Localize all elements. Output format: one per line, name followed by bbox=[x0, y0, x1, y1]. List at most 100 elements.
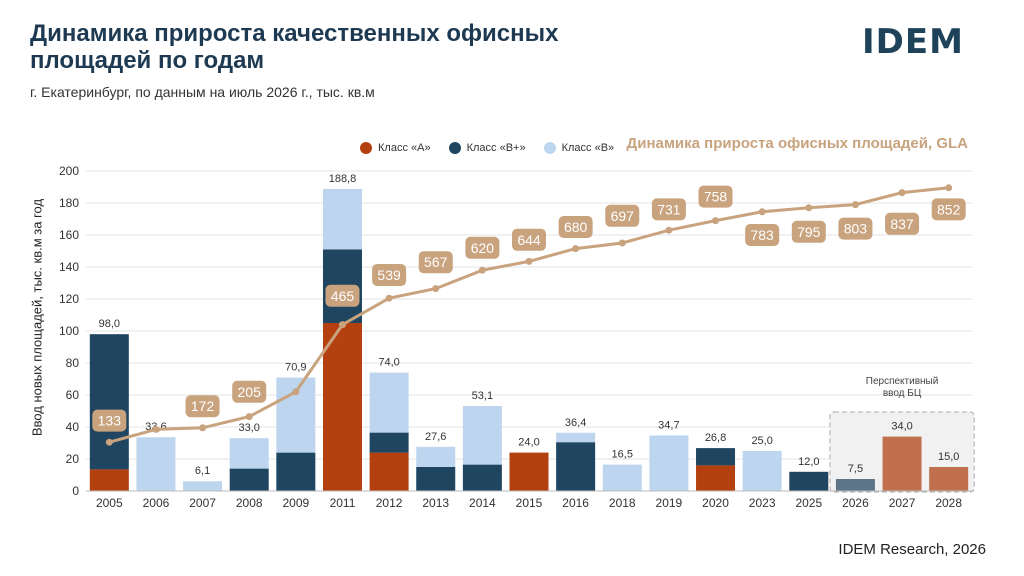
legend-label-class-bplus: Класс «В+» bbox=[466, 142, 526, 154]
x-tick-label: 2012 bbox=[376, 496, 403, 510]
x-tick-label: 2006 bbox=[143, 496, 170, 510]
x-tick-label: 2013 bbox=[422, 496, 449, 510]
gla-label-box bbox=[232, 380, 267, 403]
bar-segment-class-bplus bbox=[229, 468, 269, 491]
gla-label-box bbox=[325, 284, 360, 307]
page-title: Динамика прироста качественных офисных п… bbox=[30, 20, 559, 74]
bar-total-label: 98,0 bbox=[99, 318, 120, 330]
bar-total-label: 7,5 bbox=[848, 463, 863, 475]
bar-segment-class-bplus bbox=[462, 464, 502, 491]
gla-label-box bbox=[418, 251, 453, 274]
gla-point bbox=[432, 285, 440, 293]
x-tick-label: 2025 bbox=[795, 496, 822, 510]
gla-label: 697 bbox=[611, 208, 635, 224]
y-tick-label: 200 bbox=[59, 164, 79, 178]
gla-point bbox=[712, 217, 720, 225]
gla-point bbox=[478, 266, 486, 274]
legend-item-class-bplus: Класс «В+» bbox=[448, 142, 526, 154]
chart-legend: Класс «А» Класс «В+» Класс «В» bbox=[360, 142, 614, 154]
bar-total-label: 36,4 bbox=[565, 417, 586, 429]
gla-point bbox=[945, 184, 953, 192]
bar-segment-class-bplus bbox=[276, 452, 316, 491]
bar-total-label: 53,1 bbox=[472, 390, 493, 402]
bar-total-label: 16,5 bbox=[612, 449, 633, 461]
gla-label-box bbox=[465, 236, 500, 259]
x-tick-label: 2020 bbox=[702, 496, 729, 510]
gla-point bbox=[525, 257, 533, 265]
bar-total-label: 27,6 bbox=[425, 431, 446, 443]
bar-segment-class-bplus bbox=[789, 471, 829, 491]
gla-label: 803 bbox=[844, 221, 868, 237]
x-tick-label: 2008 bbox=[236, 496, 263, 510]
y-tick-label: 40 bbox=[66, 420, 80, 434]
gla-label-box bbox=[698, 185, 733, 208]
x-tick-label: 2019 bbox=[656, 496, 683, 510]
bar-segment-class-b bbox=[229, 438, 269, 469]
y-tick-label: 60 bbox=[66, 388, 80, 402]
page-subtitle: г. Екатеринбург, по данным на июль 2026 … bbox=[30, 84, 375, 100]
y-tick-label: 80 bbox=[66, 356, 80, 370]
y-tick-label: 0 bbox=[72, 484, 79, 498]
legend-label-class-a: Класс «А» bbox=[378, 142, 431, 154]
bar-total-label: 26,8 bbox=[705, 432, 726, 444]
bar-segment-class-bplus bbox=[835, 479, 875, 491]
x-tick-label: 2026 bbox=[842, 496, 869, 510]
y-tick-label: 120 bbox=[59, 292, 79, 306]
bar-segment-class-bplus bbox=[556, 442, 596, 491]
bar-total-label: 33,0 bbox=[238, 422, 259, 434]
bar-total-label: 6,1 bbox=[195, 465, 210, 477]
gla-point bbox=[385, 294, 393, 302]
gla-point bbox=[805, 204, 813, 212]
gla-label-box bbox=[558, 216, 593, 238]
bar-total-label: 24,0 bbox=[518, 437, 539, 449]
bar-total-label: 34,0 bbox=[891, 421, 912, 433]
gla-label-box bbox=[838, 217, 873, 240]
gla-label-box bbox=[651, 198, 686, 221]
gla-label: 620 bbox=[471, 240, 495, 256]
gla-label: 205 bbox=[238, 384, 262, 400]
gla-point bbox=[245, 413, 253, 421]
bar-segment-class-bplus bbox=[89, 334, 129, 470]
bar-total-label: 74,0 bbox=[378, 357, 399, 369]
gla-label: 852 bbox=[937, 201, 961, 217]
bar-segment-class-a bbox=[929, 467, 969, 491]
gla-point bbox=[105, 438, 113, 446]
x-tick-label: 2028 bbox=[935, 496, 962, 510]
gla-label-box bbox=[92, 409, 127, 432]
bar-total-label: 25,0 bbox=[751, 435, 772, 447]
gla-point bbox=[338, 321, 346, 329]
legend-label-class-b: Класс «В» bbox=[561, 142, 615, 154]
x-tick-label: 2014 bbox=[469, 496, 496, 510]
gla-label-box bbox=[185, 395, 220, 418]
x-tick-label: 2016 bbox=[562, 496, 589, 510]
x-tick-label: 2011 bbox=[330, 496, 356, 510]
gla-label-box bbox=[512, 228, 546, 251]
company-logo: IDEM bbox=[862, 22, 964, 62]
bar-segment-class-a bbox=[322, 323, 362, 491]
bar-total-label: 70,9 bbox=[285, 362, 306, 374]
y-tick-label: 20 bbox=[66, 452, 80, 466]
bar-segment-class-a bbox=[509, 452, 549, 491]
bar-segment-class-a bbox=[369, 452, 409, 491]
bar-segment-class-bplus bbox=[696, 448, 736, 466]
x-tick-label: 2027 bbox=[889, 496, 916, 510]
gla-label: 837 bbox=[890, 216, 914, 232]
gla-label-box bbox=[791, 220, 826, 243]
x-tick-label: 2005 bbox=[96, 496, 123, 510]
gla-label: 567 bbox=[424, 254, 448, 270]
source-footer: IDEM Research, 2026 bbox=[838, 541, 986, 558]
y-tick-label: 100 bbox=[59, 324, 79, 338]
gla-label: 539 bbox=[377, 267, 401, 283]
gla-point bbox=[758, 208, 766, 216]
bar-segment-class-b bbox=[556, 432, 596, 443]
x-tick-label: 2018 bbox=[609, 496, 636, 510]
bar-segment-class-b bbox=[649, 435, 689, 491]
gla-point bbox=[618, 239, 626, 247]
gla-label-box bbox=[605, 204, 640, 227]
gla-point bbox=[199, 424, 207, 432]
prospective-label-line: Перспективный bbox=[866, 376, 939, 387]
gla-label: 644 bbox=[517, 232, 541, 248]
x-tick-label: 2015 bbox=[516, 496, 543, 510]
y-tick-label: 180 bbox=[59, 196, 79, 210]
